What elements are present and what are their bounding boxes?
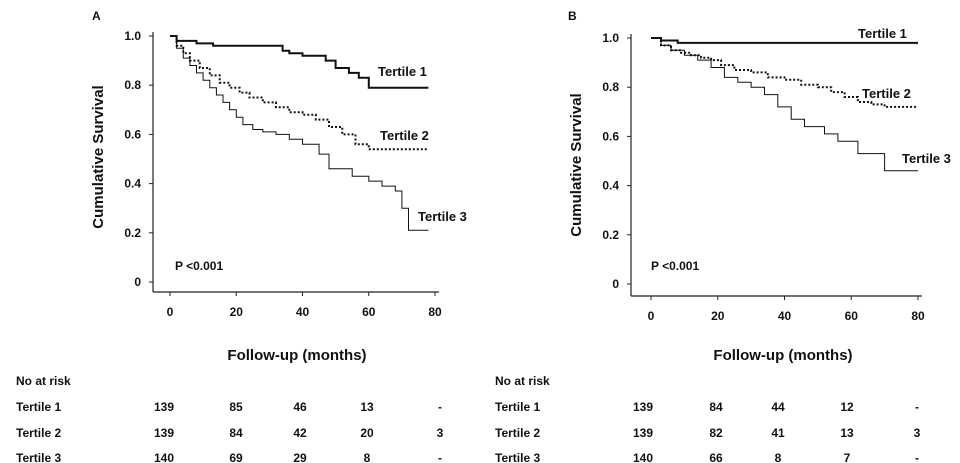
panel-a-risk-cell: 84 [229,426,243,440]
panel-a-risk-cell: 13 [360,400,374,414]
panel-b-plot-area: 0 0.2 0.4 0.6 0.8 1.0 0 20 40 60 80 Tertile 1 Tertil… [602,26,951,323]
panel-b-risk-cell: 8 [775,451,782,463]
panel-a-risk-label-tertile-3: Tertile 3 [16,451,61,463]
panel-b-curve-label-tertile-1: Tertile 1 [858,26,907,41]
panel-b-risk-cell: - [915,400,919,414]
panel-a-y-tick-label: 0.2 [124,226,141,240]
panel-a-risk-cell: 85 [229,400,243,414]
panel-b-risk-label-tertile-1: Tertile 1 [495,400,540,414]
panel-a-risk-cell: 69 [229,451,243,463]
panel-b-risk-cell: 82 [709,426,723,440]
panel-b-risk-cell: 140 [633,451,653,463]
panel-b-y-tick-label: 0 [612,277,619,291]
panel-a-risk-cell: 46 [293,400,307,414]
panel-b-letter: B [568,9,577,23]
panel-b-x-tick-label: 60 [845,309,859,323]
panel-a-risk-cell: - [438,400,442,414]
panel-a-risk-cell: 20 [360,426,374,440]
panel-b-p-value: P <0.001 [651,259,699,273]
panel-b-risk-cell: 84 [709,400,723,414]
panel-a-risk-cell: 42 [293,426,307,440]
panel-a-x-tick-label: 80 [428,305,442,319]
panel-a-y-tick-label: 0.8 [124,78,141,92]
panel-a-series-tertile-3 [170,35,429,231]
panel-a-risk-cell: 3 [437,426,444,440]
panel-a-y-tick-label: 0.4 [124,177,141,191]
panel-a-curve-label-tertile-2: Tertile 2 [380,128,429,143]
panel-a-risk-header: No at risk [16,374,71,388]
panel-b-risk-cell: 41 [771,426,785,440]
panel-b-curve-label-tertile-2: Tertile 2 [862,86,911,101]
panel-a-series-tertile-2 [170,35,429,151]
panel-b-risk-label-tertile-3: Tertile 3 [495,451,540,463]
panel-a-risk-label-tertile-1: Tertile 1 [16,400,61,414]
panel-b-x-axis-title: Follow-up (months) [713,347,852,364]
panel-b-x-tick-label: 20 [711,309,725,323]
panel-b: B Cumulative Survival Follow-up (months)… [495,9,951,463]
panel-b-risk-cell: 7 [844,451,851,463]
panel-a-risk-cell: - [438,451,442,463]
panel-a-x-tick-label: 20 [230,305,244,319]
panel-a-series-tertile-1 [170,35,429,89]
panel-b-risk-cell: - [915,451,919,463]
panel-a-x-tick-label: 0 [167,305,174,319]
panel-b-y-axis-title: Cumulative Survival [568,93,585,236]
panel-a-risk-cell: 139 [154,426,174,440]
panel-b-risk-cell: 12 [840,400,854,414]
panel-a-risk-label-tertile-2: Tertile 2 [16,426,61,440]
panel-b-x-tick-label: 40 [778,309,792,323]
panel-b-x-tick-label: 80 [911,309,925,323]
panel-a-curve-label-tertile-1: Tertile 1 [378,64,427,79]
panel-a-y-axis-title: Cumulative Survival [90,85,107,228]
panel-a-p-value: P <0.001 [175,259,223,273]
panel-a-risk-cell: 29 [293,451,307,463]
panel-a-plot-area: 0 0.2 0.4 0.6 0.8 1.0 0 20 40 60 80 Tertile 1 Tertil… [124,29,467,319]
panel-b-risk-cell: 44 [771,400,785,414]
panel-b-risk-cell: 13 [840,426,854,440]
panel-b-risk-cell: 139 [633,400,653,414]
panel-a-x-tick-label: 40 [296,305,310,319]
panel-b-risk-cell: 3 [914,426,921,440]
panel-a-x-tick-label: 60 [362,305,376,319]
panel-b-risk-table: No at risk Tertile 1 Tertile 2 Tertile 3… [495,374,921,463]
panel-a-risk-cell: 140 [154,451,174,463]
panel-a: A Cumulative Survival Follow-up (months)… [16,9,467,463]
panel-a-risk-cell: 139 [154,400,174,414]
panel-b-curve-label-tertile-3: Tertile 3 [902,151,951,166]
panel-b-y-tick-label: 0.4 [602,179,619,193]
panel-a-letter: A [92,9,101,23]
panel-a-y-tick-label: 0 [134,275,141,289]
panel-a-risk-cell: 8 [364,451,371,463]
panel-a-x-axis-title: Follow-up (months) [227,347,366,364]
panel-b-risk-cell: 139 [633,426,653,440]
panel-b-y-tick-label: 0.8 [602,80,619,94]
panel-b-y-tick-label: 0.6 [602,129,619,143]
panel-a-y-tick-label: 1.0 [124,29,141,43]
panel-a-curve-label-tertile-3: Tertile 3 [418,209,467,224]
panel-b-y-tick-label: 1.0 [602,31,619,45]
panel-a-risk-table: No at risk Tertile 1 Tertile 2 Tertile 3… [16,374,444,463]
panel-b-risk-label-tertile-2: Tertile 2 [495,426,540,440]
panel-b-x-tick-label: 0 [648,309,655,323]
panel-b-series-tertile-3 [651,37,918,172]
panel-a-y-tick-label: 0.6 [124,127,141,141]
panel-b-y-tick-label: 0.2 [602,228,619,242]
panel-b-risk-header: No at risk [495,374,550,388]
panel-b-risk-cell: 66 [709,451,723,463]
